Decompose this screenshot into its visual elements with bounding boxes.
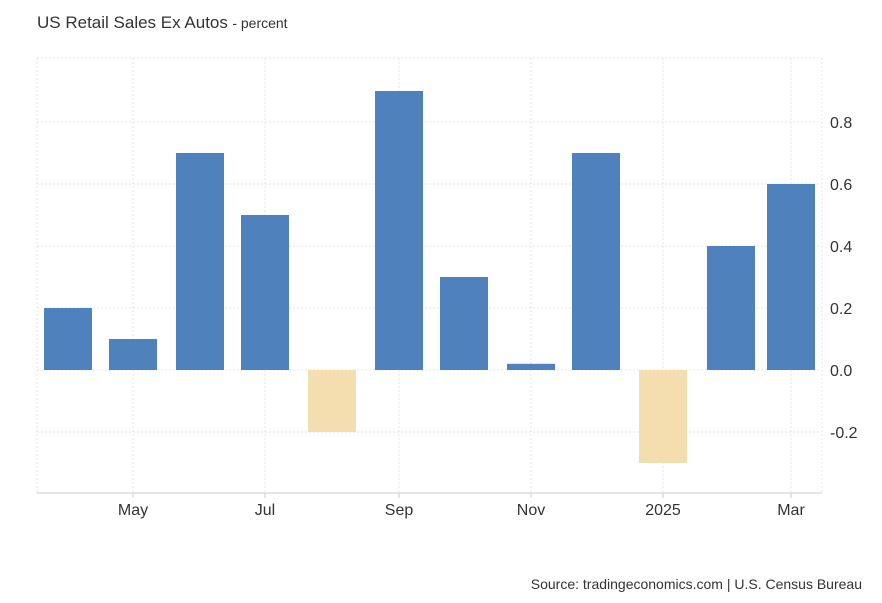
bar-oct-2024[interactable] [440, 277, 488, 370]
x-tick-label: Jul [255, 502, 275, 519]
source-note: Source: tradingeconomics.com | U.S. Cens… [530, 576, 862, 592]
chart-title: US Retail Sales Ex Autos [37, 13, 228, 32]
y-tick-label: 0.4 [830, 239, 852, 256]
y-tick-label: 0.6 [830, 177, 852, 194]
bar-jul-2024[interactable] [241, 215, 289, 370]
y-tick-label: -0.2 [830, 425, 858, 442]
bars [44, 91, 815, 463]
y-tick-label: 0.8 [830, 115, 852, 132]
x-tick-label: 2025 [645, 502, 681, 519]
grid [36, 57, 823, 493]
bar-aug-2024[interactable] [308, 370, 356, 432]
bar-jun-2024[interactable] [176, 153, 224, 370]
x-tick-label: Nov [517, 502, 545, 519]
x-tick-label: May [118, 502, 148, 519]
bar-feb-2025[interactable] [707, 246, 755, 370]
bar-jan-2025[interactable] [639, 370, 687, 463]
bar-may-2024[interactable] [109, 339, 157, 370]
bar-sep-2024[interactable] [375, 91, 423, 370]
bar-apr-2024[interactable] [44, 308, 92, 370]
axes: 0.8 0.6 0.4 0.2 0.0 -0.2 May Jul Sep Nov 2025 Mar [37, 115, 858, 519]
y-tick-label: 0.0 [830, 363, 852, 380]
x-tick-label: Mar [777, 502, 805, 519]
chart-header: US Retail Sales Ex Autos - percent [37, 13, 288, 33]
bar-dec-2024[interactable] [572, 153, 620, 370]
bar-mar-2025[interactable] [767, 184, 815, 370]
bar-nov-2024[interactable] [507, 363, 555, 370]
x-tick-label: Sep [385, 502, 414, 519]
y-tick-label: 0.2 [830, 301, 852, 318]
chart-unit: - percent [232, 15, 288, 31]
